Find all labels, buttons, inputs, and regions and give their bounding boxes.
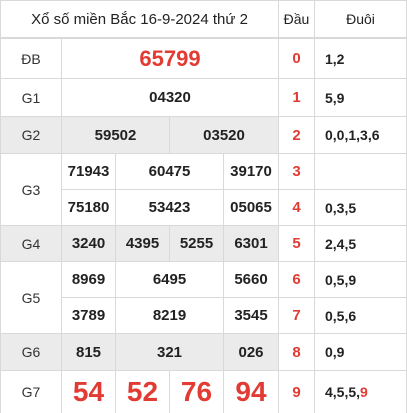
prize-number: 76 xyxy=(169,370,224,413)
dau-digit: 7 xyxy=(278,297,315,334)
prize-row-g4: G4 3240 4395 5255 6301 xyxy=(0,225,279,262)
prize-label: G7 xyxy=(0,370,62,413)
duoi-digits: 0,9 xyxy=(314,333,407,371)
dau-row: 7 0,5,6 xyxy=(278,297,407,334)
prize-number: 3240 xyxy=(61,225,116,262)
prize-row-g5: G5 8969 6495 5660 xyxy=(0,261,279,334)
dau-digit: 0 xyxy=(278,38,315,79)
prize-label: G1 xyxy=(0,78,62,117)
dau-row: 2 0,0,1,3,6 xyxy=(278,116,407,154)
prize-number: 3545 xyxy=(223,297,279,334)
duoi-digits: 0,0,1,3,6 xyxy=(314,116,407,154)
prize-row-g1: G1 04320 xyxy=(0,78,279,117)
duoi-digits: 1,2 xyxy=(314,38,407,79)
prize-number: 03520 xyxy=(169,116,279,154)
prize-number: 71943 xyxy=(61,153,116,190)
dau-digit: 2 xyxy=(278,116,315,154)
prize-number: 59502 xyxy=(61,116,170,154)
duoi-digits: 0,5,6 xyxy=(314,297,407,334)
prize-number: 94 xyxy=(223,370,279,413)
prize-number: 04320 xyxy=(61,78,279,117)
page-title: Xổ số miền Bắc 16-9-2024 thứ 2 xyxy=(0,0,278,38)
duoi-digits: 0,3,5 xyxy=(314,189,407,226)
special-prize-number: 65799 xyxy=(61,38,279,79)
prize-row-g2: G2 59502 03520 xyxy=(0,116,279,154)
dau-digit: 6 xyxy=(278,261,315,298)
prize-number: 54 xyxy=(61,370,116,413)
prize-number: 39170 xyxy=(223,153,279,190)
dau-row: 1 5,9 xyxy=(278,78,407,117)
duoi-header: Đuôi xyxy=(346,11,375,27)
dau-row: 0 1,2 xyxy=(278,38,407,79)
prize-number: 60475 xyxy=(115,153,224,190)
prize-number: 026 xyxy=(223,333,279,371)
dau-row: 5 2,4,5 xyxy=(278,225,407,262)
dau-digit: 1 xyxy=(278,78,315,117)
dau-row: 3 xyxy=(278,153,407,190)
duoi-digits-last: 4,5,5,9 xyxy=(314,370,407,413)
dau-duoi-table: 0 1,2 1 5,9 2 0,0,1,3,6 3 4 0,3,5 5 2,4,5 6 0,… xyxy=(278,38,407,413)
duoi-digits xyxy=(314,153,407,190)
prize-row-g3: G3 71943 60475 39170 xyxy=(0,153,279,226)
prize-number: 75180 xyxy=(61,189,116,226)
duoi-digits: 4,5,5, xyxy=(325,384,361,400)
prize-label: G4 xyxy=(0,225,62,262)
dau-digit: 5 xyxy=(278,225,315,262)
prize-label: G5 xyxy=(0,261,62,334)
prize-number: 6495 xyxy=(115,261,224,298)
prize-number: 8219 xyxy=(115,297,224,334)
prize-row-db: ĐB 65799 xyxy=(0,38,279,79)
dau-digit: 9 xyxy=(278,370,315,413)
prize-row-g6: G6 815 321 026 xyxy=(0,333,279,371)
dau-row: 9 4,5,5,9 xyxy=(278,370,407,413)
duoi-digits: 5,9 xyxy=(314,78,407,117)
dau-digit: 8 xyxy=(278,333,315,371)
prize-number: 3789 xyxy=(61,297,116,334)
prize-number: 4395 xyxy=(115,225,170,262)
duoi-digits: 2,4,5 xyxy=(314,225,407,262)
dau-row: 4 0,3,5 xyxy=(278,189,407,226)
dau-duoi-header: Đầu Đuôi xyxy=(278,0,407,38)
prize-number: 6301 xyxy=(223,225,279,262)
dau-digit: 4 xyxy=(278,189,315,226)
prize-label: ĐB xyxy=(0,38,62,79)
dau-row: 8 0,9 xyxy=(278,333,407,371)
prize-number: 05065 xyxy=(223,189,279,226)
dau-digit: 3 xyxy=(278,153,315,190)
duoi-highlight-digit: 9 xyxy=(360,384,368,400)
prize-number: 52 xyxy=(115,370,170,413)
prize-label: G6 xyxy=(0,333,62,371)
results-table: ĐB 65799 G1 04320 G2 59502 03520 G3 7194… xyxy=(0,38,279,413)
dau-header: Đầu xyxy=(279,1,315,37)
prize-row-g5b: 3789 8219 3545 xyxy=(1,297,279,334)
prize-label: G3 xyxy=(0,153,62,226)
prize-number: 5255 xyxy=(169,225,224,262)
dau-row: 6 0,5,9 xyxy=(278,261,407,298)
prize-number: 321 xyxy=(115,333,224,371)
prize-label: G2 xyxy=(0,116,62,154)
prize-number: 815 xyxy=(61,333,116,371)
prize-number: 53423 xyxy=(115,189,224,226)
prize-number: 5660 xyxy=(223,261,279,298)
prize-number: 8969 xyxy=(61,261,116,298)
prize-row-g7: G7 54 52 76 94 xyxy=(0,370,279,413)
duoi-digits: 0,5,9 xyxy=(314,261,407,298)
